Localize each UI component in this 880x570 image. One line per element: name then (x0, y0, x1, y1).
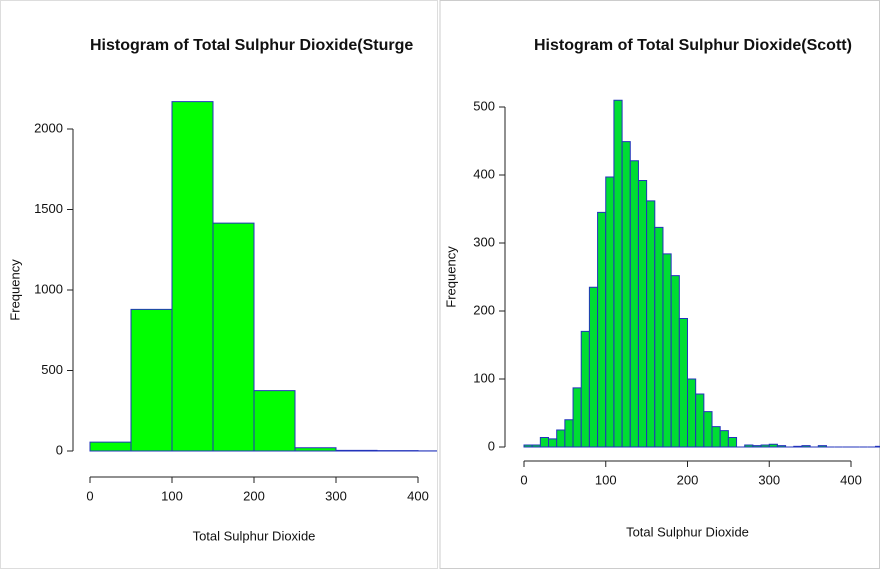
x-tick-label: 300 (325, 488, 347, 503)
right-chart: Histogram of Total Sulphur Dioxide(Scott… (443, 37, 880, 539)
y-axis-label: Frequency (443, 246, 458, 308)
y-tick-label: 300 (473, 234, 495, 249)
histogram-bar (130, 308, 173, 452)
histogram-bar (89, 441, 132, 452)
histogram-bar (719, 430, 729, 448)
x-tick-label: 0 (520, 472, 527, 487)
histogram-bar (678, 317, 688, 448)
histogram-bar (776, 445, 787, 448)
histogram-bar (727, 436, 738, 448)
histogram-bar (597, 211, 607, 448)
x-tick-label: 400 (840, 472, 862, 487)
histogram-bar (580, 330, 590, 448)
histogram-bar (629, 160, 639, 448)
y-tick-label: 100 (473, 370, 495, 385)
y-axis-label: Frequency (7, 259, 22, 321)
histogram-bar (212, 222, 255, 452)
histogram-bar (793, 445, 803, 448)
histogram-bar (605, 176, 615, 448)
histogram-bar (801, 445, 811, 448)
x-tick-label: 400 (407, 488, 429, 503)
histogram-bar (768, 443, 778, 448)
x-tick-label: 200 (677, 472, 699, 487)
histogram-bar (539, 436, 550, 448)
x-axis-label: Total Sulphur Dioxide (193, 528, 316, 543)
y-tick-label: 500 (473, 98, 495, 113)
histogram-bar (588, 286, 599, 448)
x-tick-label: 100 (595, 472, 617, 487)
histogram-bar (817, 445, 827, 448)
chart-title: Histogram of Total Sulphur Dioxide(Scott… (534, 37, 852, 54)
histogram-bar (523, 444, 533, 448)
histogram-bar (253, 390, 296, 452)
histogram-bar (531, 444, 541, 448)
x-tick-label: 300 (758, 472, 780, 487)
histogram-bar (646, 200, 656, 448)
y-tick-label: 1500 (34, 201, 63, 216)
x-tick-label: 100 (161, 488, 183, 503)
histogram-bar (564, 419, 574, 448)
histogram-bar (752, 445, 762, 448)
x-axis-label: Total Sulphur Dioxide (626, 524, 749, 539)
histogram-bar (703, 411, 713, 448)
histogram-bar (670, 275, 680, 448)
histogram-bar (687, 378, 697, 448)
x-tick-label: 200 (243, 488, 265, 503)
y-tick-label: 400 (473, 166, 495, 181)
histogram-bar (637, 179, 648, 448)
histogram-bar (760, 444, 770, 448)
y-tick-label: 1000 (34, 281, 63, 296)
histogram-bar (711, 426, 721, 448)
y-tick-label: 500 (41, 362, 63, 377)
chart-title: Histogram of Total Sulphur Dioxide(Sturg… (90, 37, 413, 54)
histogram-bar (335, 449, 378, 452)
histogram-bar (744, 444, 754, 448)
histogram-bar (572, 387, 582, 448)
y-tick-label: 2000 (34, 120, 63, 135)
histogram-bar (613, 99, 623, 448)
y-tick-label: 200 (473, 302, 495, 317)
histogram-bar (171, 101, 214, 452)
histogram-bar (294, 447, 337, 452)
histogram-bar (548, 438, 558, 448)
histogram-bar (695, 393, 705, 448)
histogram-bar (875, 445, 880, 448)
histogram-bar (556, 429, 566, 448)
y-tick-label: 0 (488, 438, 495, 453)
histogram-bar (662, 253, 672, 448)
x-tick-label: 0 (86, 488, 93, 503)
histogram-bar (654, 226, 664, 448)
left-chart: Histogram of Total Sulphur Dioxide(Sturg… (7, 37, 437, 543)
y-tick-label: 0 (56, 442, 63, 457)
histogram-bar (621, 141, 631, 448)
